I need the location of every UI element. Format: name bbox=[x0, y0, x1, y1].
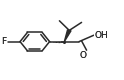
Text: F: F bbox=[1, 37, 6, 46]
Text: O: O bbox=[80, 51, 87, 60]
Text: OH: OH bbox=[94, 31, 108, 40]
Text: F: F bbox=[1, 37, 6, 46]
Text: O: O bbox=[80, 51, 87, 60]
Text: OH: OH bbox=[94, 31, 108, 40]
Text: O: O bbox=[80, 51, 87, 60]
Polygon shape bbox=[64, 30, 71, 42]
Text: F: F bbox=[1, 37, 6, 46]
Text: OH: OH bbox=[94, 31, 108, 40]
